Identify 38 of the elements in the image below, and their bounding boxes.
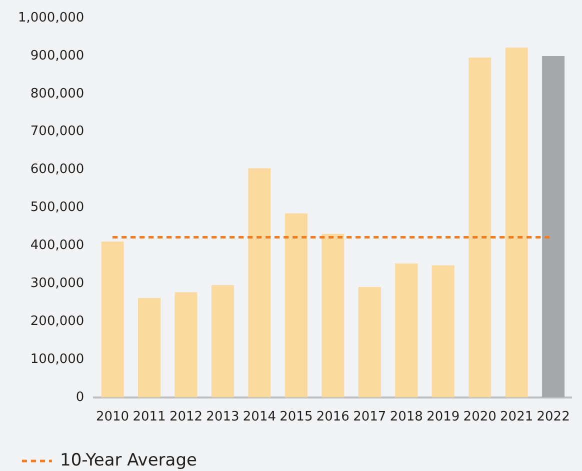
- bar: [248, 168, 271, 398]
- x-tick-label: 2016: [316, 410, 350, 425]
- y-tick-label: 600,000: [30, 162, 84, 178]
- y-tick-label: 400,000: [30, 238, 84, 254]
- bar: [322, 234, 344, 398]
- y-tick-label: 200,000: [30, 314, 84, 329]
- x-tick-label: 2017: [353, 410, 386, 425]
- x-tick-label: 2015: [280, 410, 313, 425]
- x-tick-label: 2012: [169, 410, 203, 425]
- x-tick-label: 2014: [242, 410, 276, 425]
- bar: [358, 286, 381, 398]
- x-tick-label: 2022: [536, 410, 570, 425]
- bar: [174, 292, 198, 398]
- y-tick-label: 700,000: [30, 124, 84, 140]
- x-tick-label: 2011: [132, 410, 166, 425]
- y-tick-label: 900,000: [30, 48, 84, 64]
- x-tick-label: 2020: [463, 410, 496, 425]
- x-tick-label: 2019: [426, 410, 460, 425]
- x-tick-label: 2021: [500, 410, 534, 425]
- bar: [211, 285, 234, 398]
- legend-label: 10-Year Average: [60, 450, 197, 470]
- y-tick-label: 0: [76, 390, 84, 405]
- y-tick-label: 100,000: [30, 352, 84, 367]
- bar: [138, 298, 160, 398]
- bar: [395, 263, 418, 398]
- bar: [284, 213, 308, 398]
- y-tick-label: 1,000,000: [18, 10, 84, 26]
- bar: [468, 57, 492, 398]
- bar: [432, 265, 454, 398]
- y-tick-label: 300,000: [30, 276, 84, 291]
- bar: [505, 48, 528, 398]
- x-tick-label: 2013: [206, 410, 240, 425]
- bar: [542, 56, 565, 398]
- bar: [101, 241, 124, 398]
- y-tick-label: 800,000: [30, 86, 84, 102]
- x-tick-label: 2018: [390, 410, 423, 425]
- x-tick-label: 2010: [96, 410, 130, 425]
- y-tick-label: 500,000: [30, 200, 84, 216]
